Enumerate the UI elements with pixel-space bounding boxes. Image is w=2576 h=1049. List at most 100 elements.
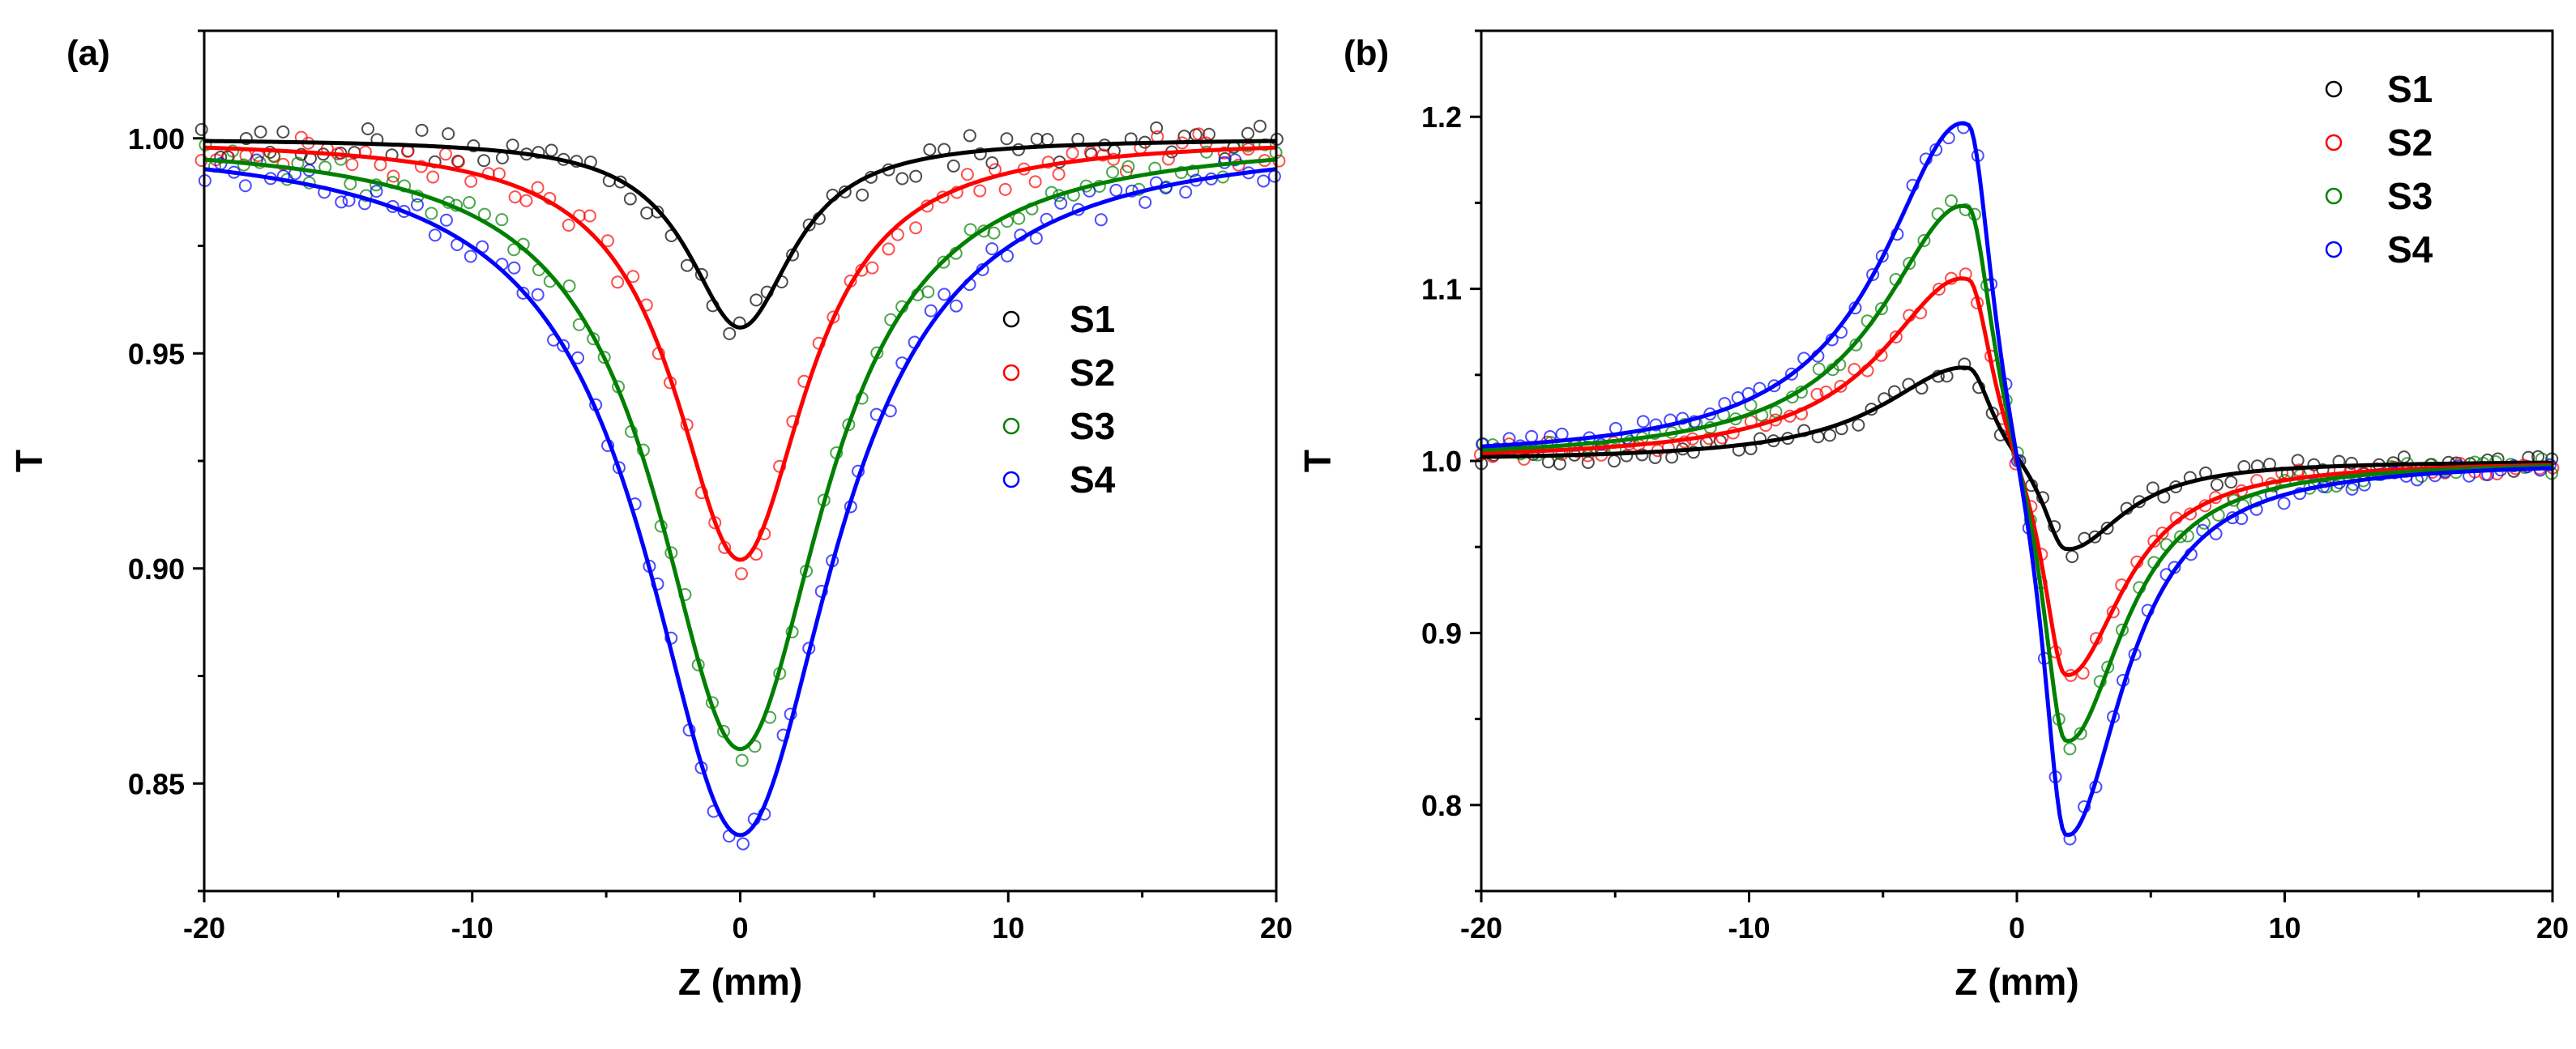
data-point-s1	[1000, 132, 1014, 146]
data-point-s4	[1636, 415, 1650, 429]
legend-label-s3: S3	[2387, 175, 2433, 217]
data-point-s1	[2100, 522, 2114, 535]
x-tick-label: 20	[1260, 911, 1292, 945]
fit-curve-s4	[203, 167, 1277, 838]
legend-label-s4: S4	[1070, 458, 1116, 501]
y-tick-label: 0.9	[1421, 616, 1462, 650]
data-point-s4	[238, 179, 252, 193]
data-point-s3	[1012, 211, 1026, 225]
data-point-s3	[1944, 194, 1958, 208]
y-tick-label: 1.2	[1421, 100, 1462, 134]
data-point-s3	[1769, 405, 1783, 419]
panel-b: (b) -20 -10 0 10 20 0.8 0.9 1.0 1.1 1.2 Z (mm) T…	[1297, 29, 2569, 1003]
data-point-s2	[1028, 175, 1042, 189]
legend-label-s1: S1	[2387, 68, 2433, 110]
data-point-s4	[335, 195, 348, 209]
legend-marker-s4	[1002, 471, 1020, 488]
data-point-s4	[1676, 411, 1690, 425]
data-point-s1	[276, 125, 290, 139]
data-point-s1	[239, 132, 253, 146]
panel-b-fit-curves	[1480, 121, 2553, 838]
data-point-s2	[1192, 127, 1206, 141]
data-point-s1	[963, 129, 976, 143]
data-point-s2	[611, 275, 625, 289]
legend-marker-s2	[1002, 364, 1020, 382]
x-tick-label: -10	[1728, 911, 1770, 945]
data-point-s3	[963, 223, 977, 237]
panel-a-y-axis-title: T	[8, 450, 50, 472]
data-point-s2	[1161, 152, 1175, 166]
data-point-s3	[226, 144, 240, 158]
data-point-s2	[998, 182, 1012, 196]
data-point-s1	[532, 146, 545, 160]
data-point-s3	[495, 213, 509, 227]
fit-curve-s4	[1480, 121, 2553, 838]
data-point-s4	[985, 242, 999, 256]
panel-b-x-ticks: -20 -10 0 10 20	[1460, 891, 2569, 945]
data-point-s4	[1525, 429, 1539, 443]
panel-label-a: (a)	[66, 33, 110, 73]
data-point-s2	[973, 184, 987, 198]
data-point-s4	[410, 198, 424, 211]
legend-marker-s2	[2325, 134, 2343, 151]
data-point-s1	[750, 293, 763, 307]
data-point-s2	[345, 158, 359, 172]
data-point-s2	[438, 147, 452, 161]
data-point-s1	[415, 123, 429, 137]
data-point-s4	[1767, 379, 1781, 393]
data-point-s3	[1121, 160, 1135, 173]
data-point-s1	[973, 147, 987, 160]
data-point-s4	[1785, 367, 1799, 381]
data-point-s2	[401, 144, 415, 158]
legend-label-s3: S3	[1070, 405, 1115, 447]
data-point-s2	[508, 190, 522, 204]
data-point-s3	[1903, 257, 1916, 271]
legend-label-s1: S1	[1070, 298, 1115, 340]
data-point-s4	[464, 249, 477, 263]
data-point-s4	[1094, 213, 1108, 227]
data-point-s4	[2277, 497, 2291, 510]
data-point-s3	[597, 351, 611, 365]
data-point-s2	[960, 168, 974, 181]
data-point-s1	[1581, 455, 1595, 469]
panel-b-y-axis-title: T	[1297, 450, 1339, 472]
panel-a-points	[194, 119, 1286, 851]
data-point-s4	[507, 261, 521, 275]
data-point-s4	[1257, 174, 1271, 188]
x-tick-label: -20	[1460, 911, 1502, 945]
x-tick-label: -10	[451, 911, 493, 945]
fit-curve-s1	[203, 139, 1277, 330]
y-tick-label: 1.00	[128, 122, 185, 156]
data-point-s1	[1686, 446, 1700, 459]
y-tick-label: 0.8	[1421, 789, 1462, 822]
data-point-s3	[987, 226, 1001, 240]
data-point-s2	[2155, 527, 2169, 540]
data-point-s2	[1217, 146, 1231, 160]
data-point-s1	[194, 122, 208, 136]
data-point-s1	[1253, 119, 1267, 133]
data-point-s3	[1874, 302, 1888, 316]
data-point-s3	[463, 196, 476, 210]
data-point-s4	[1054, 196, 1068, 210]
data-point-s2	[1834, 379, 1848, 393]
data-point-s2	[464, 174, 478, 188]
panel-a-legend: S1 S2 S3 S4	[1002, 298, 1116, 501]
data-point-s3	[1106, 165, 1120, 179]
data-point-s2	[882, 242, 895, 256]
data-point-s3	[937, 255, 951, 269]
legend-label-s2: S2	[2387, 122, 2433, 164]
data-point-s2	[414, 160, 428, 173]
data-point-s2	[531, 181, 545, 194]
data-point-s1	[946, 159, 960, 173]
data-point-s1	[651, 205, 664, 219]
data-point-s1	[2065, 550, 2079, 564]
data-point-s3	[2173, 530, 2187, 544]
panel-a-fit-curves	[203, 139, 1277, 838]
data-point-s4	[557, 339, 570, 352]
fit-curve-s3	[203, 157, 1277, 752]
data-point-s1	[1608, 454, 1621, 468]
data-point-s1	[506, 139, 519, 152]
data-point-s1	[640, 206, 654, 220]
fit-curve-s2	[203, 145, 1277, 562]
